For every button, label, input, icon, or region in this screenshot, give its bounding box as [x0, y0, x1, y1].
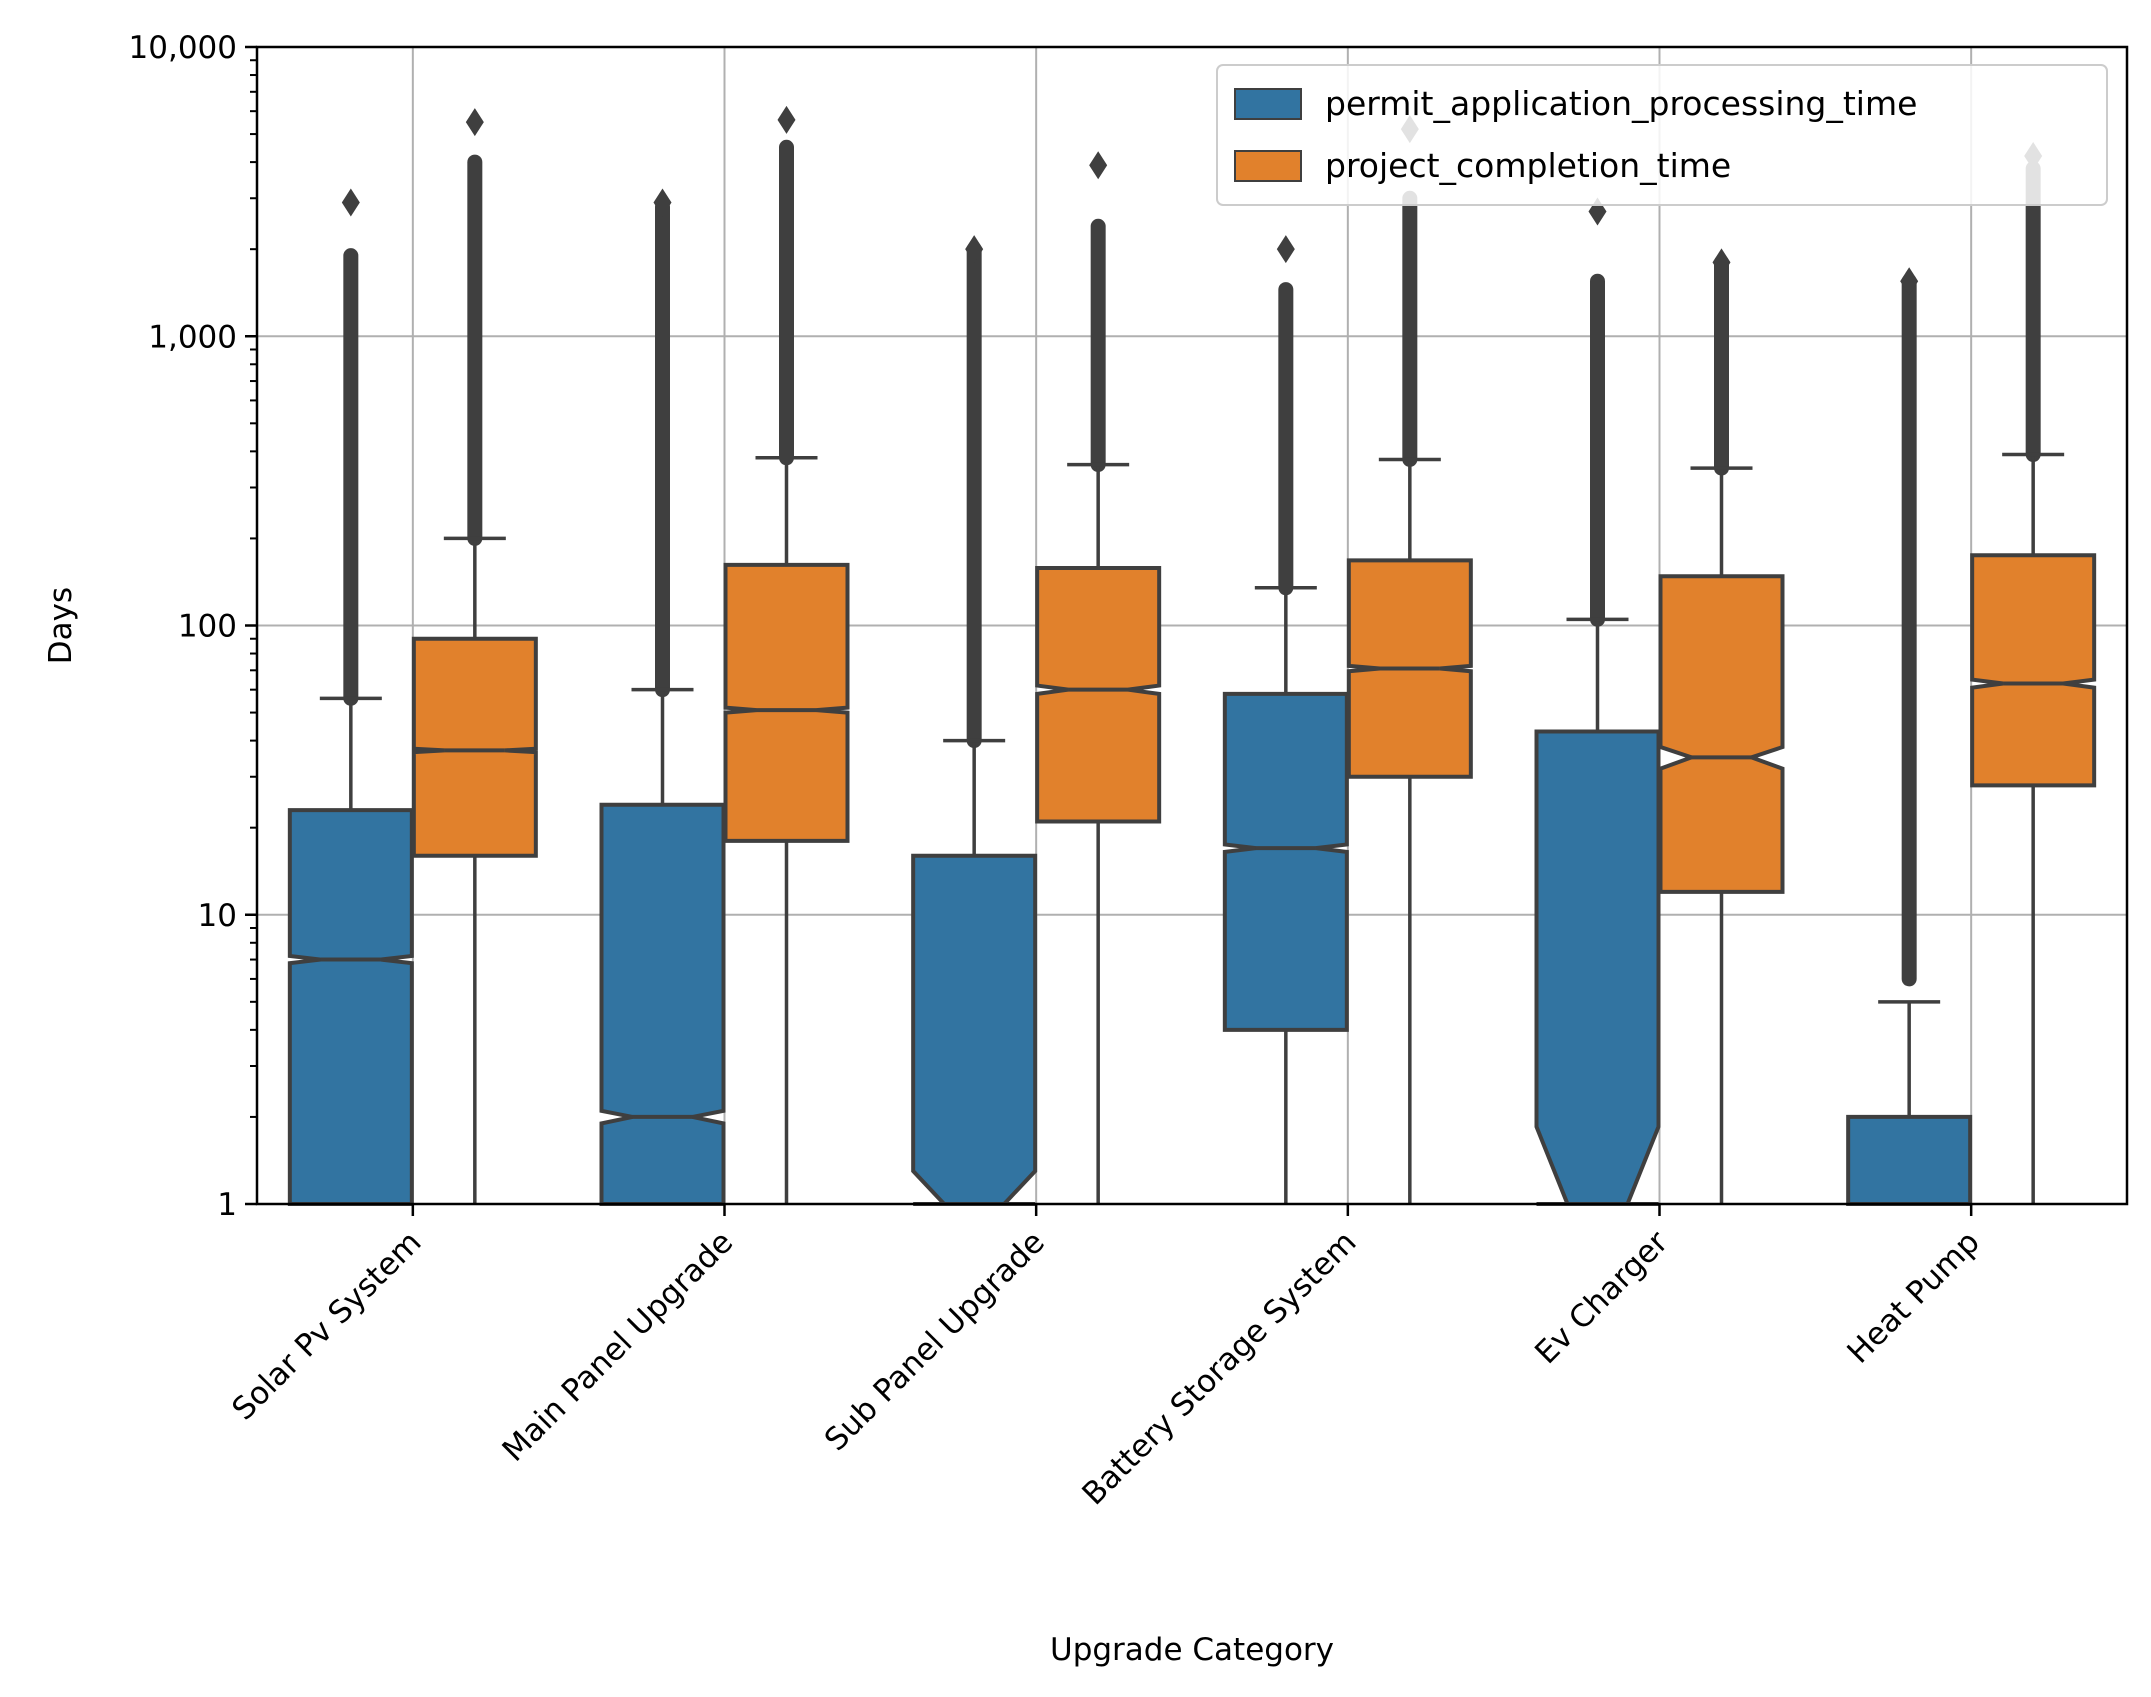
x-axis: Solar Pv System Main Panel Upgrade Sub Pan…	[225, 1204, 1987, 1512]
box-body	[1534, 729, 1661, 1206]
box-permit_application_processing_time-1	[599, 188, 726, 1206]
box-body	[723, 562, 850, 843]
box-permit_application_processing_time-5	[1846, 267, 1973, 1206]
box-body	[1970, 553, 2097, 788]
box-permit_application_processing_time-2	[911, 235, 1038, 1206]
box-body	[599, 802, 726, 1206]
legend-swatch	[1234, 88, 1302, 120]
series-project_completion_time	[411, 105, 2097, 1204]
box-project_completion_time-2	[1035, 151, 1162, 1204]
flier-marker	[1089, 151, 1108, 180]
flier-marker	[341, 188, 360, 217]
flier-marker	[777, 105, 796, 134]
flier-marker	[965, 235, 984, 264]
box-permit_application_processing_time-4	[1534, 197, 1661, 1206]
box-body	[287, 808, 414, 1206]
y-axis-title: Days	[43, 587, 79, 664]
box-body	[911, 853, 1038, 1206]
box-project_completion_time-3	[1346, 115, 1473, 1204]
flier-marker	[653, 188, 672, 217]
flier-marker	[1900, 267, 1919, 296]
grid-lines	[257, 46, 2127, 1205]
x-tick-label: Sub Panel Upgrade	[818, 1224, 1052, 1458]
y-tick-label: 1,000	[148, 319, 237, 355]
box-plot-boxes	[287, 105, 2097, 1206]
box-body	[1658, 574, 1785, 894]
x-tick-label: Main Panel Upgrade	[496, 1224, 741, 1469]
legend-label: permit_application_processing_time	[1325, 84, 1917, 123]
box-permit_application_processing_time-0	[287, 188, 414, 1206]
y-tick-label: 100	[178, 609, 237, 645]
box-body	[1035, 566, 1162, 824]
legend-box	[1216, 64, 2108, 206]
x-tick-label: Heat Pump	[1840, 1224, 1986, 1370]
box-project_completion_time-4	[1658, 248, 1785, 1204]
legend: permit_application_processing_timeprojec…	[1216, 64, 2108, 206]
flier-marker	[1276, 235, 1295, 264]
x-tick-label: Ev Charger	[1528, 1224, 1675, 1371]
x-axis-title: Upgrade Category	[1050, 1632, 1334, 1668]
x-tick-label: Battery Storage System	[1075, 1224, 1363, 1512]
box-body	[1222, 691, 1349, 1032]
box-project_completion_time-5	[1970, 141, 2097, 1204]
box-project_completion_time-1	[723, 105, 850, 1204]
flier-marker	[465, 108, 484, 137]
x-tick-label: Solar Pv System	[225, 1224, 428, 1427]
y-axis: 1 10 100 1,000 10,000	[129, 30, 257, 1223]
legend-label: project_completion_time	[1325, 146, 1731, 185]
box-body	[1846, 1114, 1973, 1206]
series-permit_application_processing_time	[287, 188, 1973, 1206]
box-project_completion_time-0	[411, 108, 538, 1204]
box-body	[411, 636, 538, 858]
legend-swatch	[1234, 150, 1302, 182]
y-tick-label: 10,000	[129, 30, 237, 66]
y-tick-label: 1	[217, 1187, 237, 1223]
box-permit_application_processing_time-3	[1222, 235, 1349, 1204]
y-tick-label: 10	[198, 898, 237, 934]
flier-marker	[1712, 248, 1731, 277]
